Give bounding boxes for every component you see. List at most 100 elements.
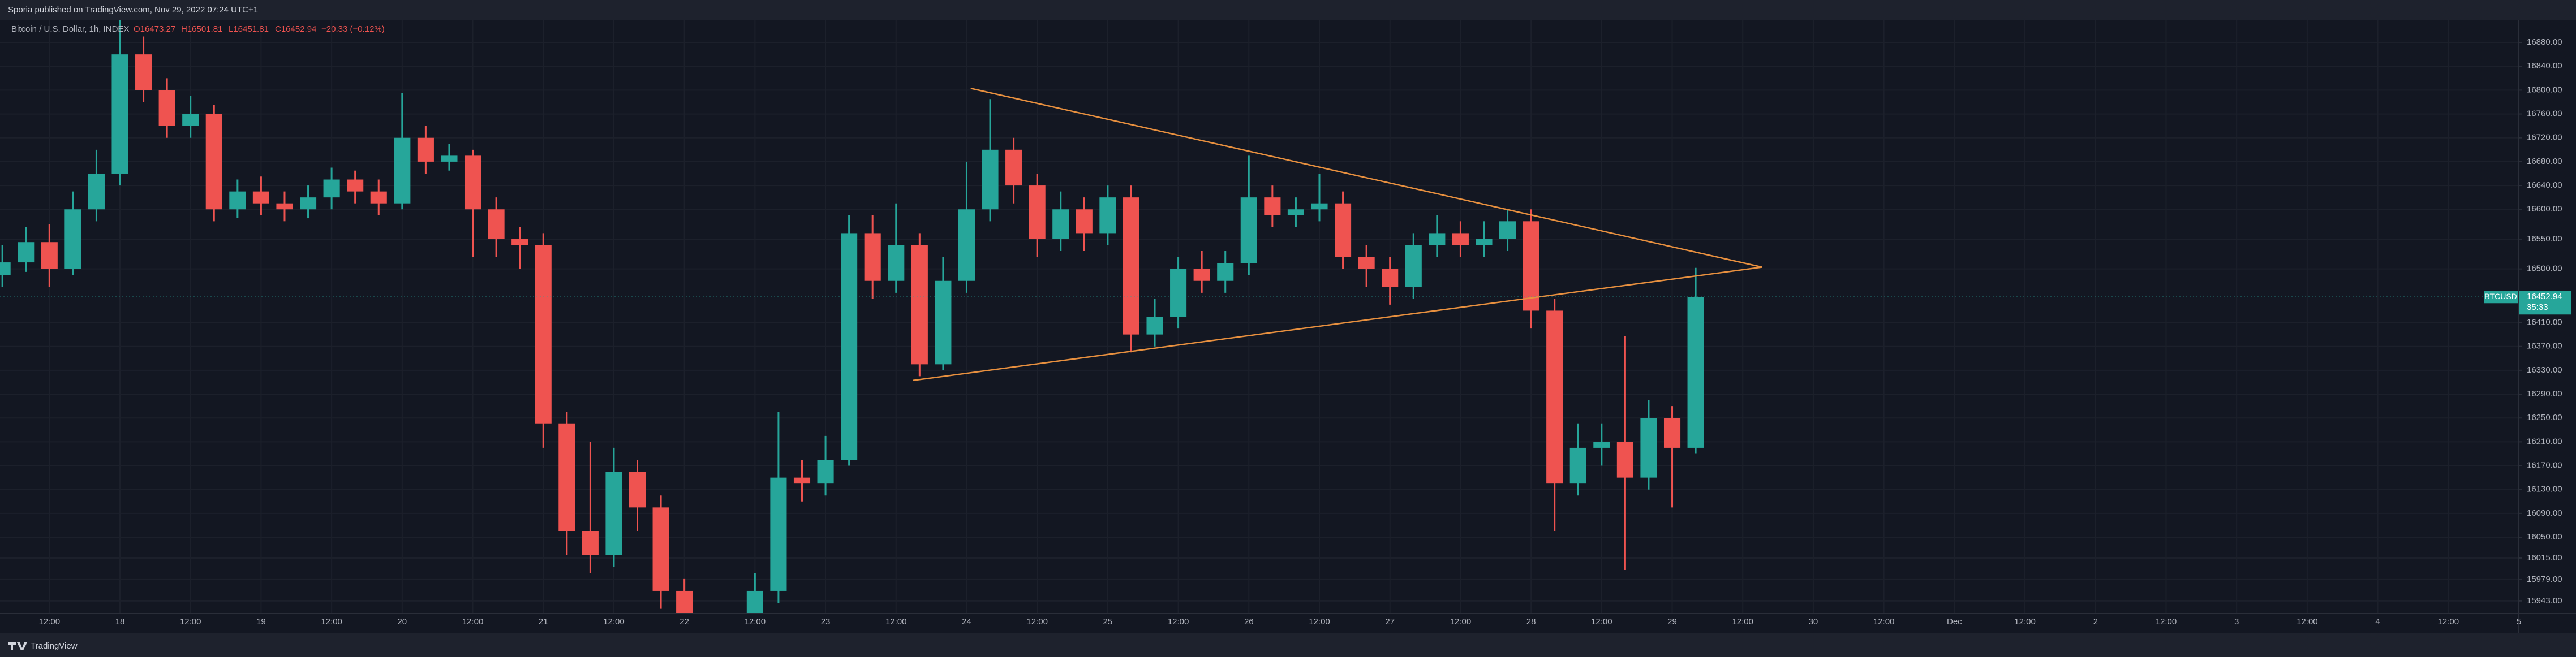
candle-body: [1029, 185, 1046, 239]
y-tick-label: 16550.00: [2527, 234, 2562, 244]
trendline: [970, 88, 1762, 268]
candle-body: [676, 590, 693, 613]
legend-high: H16501.81: [181, 24, 222, 34]
x-tick-label: 12:00: [603, 617, 625, 626]
candle-body: [347, 179, 364, 192]
y-tick-label: 16015.00: [2527, 553, 2562, 563]
x-tick-label: 20: [397, 617, 407, 626]
candle-body: [1358, 257, 1375, 269]
x-tick-label: 12:00: [745, 617, 766, 626]
candle-body: [629, 472, 646, 508]
candle-body: [770, 477, 787, 591]
candle-body: [793, 477, 811, 484]
candle-body: [229, 191, 246, 210]
x-tick-label: 26: [1244, 617, 1254, 626]
legend-open: O16473.27: [134, 24, 175, 34]
y-tick-label: 16170.00: [2527, 461, 2562, 470]
candle-body: [323, 179, 340, 198]
x-tick-label: 12:00: [462, 617, 484, 626]
y-tick-label: 16840.00: [2527, 61, 2562, 71]
candle-body: [1499, 221, 1516, 239]
x-tick-label: 18: [115, 617, 125, 626]
x-tick-label: 4: [2375, 617, 2380, 626]
candle-body: [1311, 203, 1328, 210]
candle-body: [1170, 269, 1187, 317]
candle-body: [252, 191, 269, 204]
x-tick-label: 12:00: [1309, 617, 1330, 626]
candle-body: [464, 155, 481, 210]
y-tick-label: 16090.00: [2527, 508, 2562, 518]
candle-body: [1476, 239, 1493, 245]
y-tick-label: 16410.00: [2527, 318, 2562, 327]
candle-body: [41, 242, 58, 269]
y-tick-label: 16800.00: [2527, 85, 2562, 94]
y-tick-label: 16210.00: [2527, 436, 2562, 446]
candle-body: [111, 54, 128, 174]
legend-symbol: Bitcoin / U.S. Dollar, 1h, INDEX: [11, 24, 129, 34]
x-tick-label: 3: [2234, 617, 2239, 626]
x-tick-label: 19: [256, 617, 266, 626]
y-tick-label: 16760.00: [2527, 109, 2562, 119]
candle-body: [1429, 233, 1446, 245]
trendline: [913, 266, 1762, 382]
x-tick-label: 12:00: [1873, 617, 1895, 626]
x-tick-label: 28: [1526, 617, 1536, 626]
x-tick-label: 12:00: [2014, 617, 2036, 626]
candle-body: [88, 173, 105, 210]
candle-body: [300, 197, 317, 210]
x-tick-label: 12:00: [1168, 617, 1189, 626]
candle-body: [1382, 269, 1399, 287]
candle-body: [18, 242, 35, 263]
candle-body: [535, 245, 552, 424]
candle-body: [1076, 209, 1093, 234]
candle-body: [158, 90, 175, 126]
overlay: [0, 88, 2519, 382]
axes: 16880.00 16840.00 16800.00 16760.00 16720.00…: [39, 37, 2571, 626]
candle-body: [276, 203, 293, 210]
candle-body: [982, 149, 999, 210]
x-tick-label: 12:00: [180, 617, 201, 626]
candle-body: [1523, 221, 1539, 311]
candle-body: [582, 531, 599, 555]
candle-body: [1240, 197, 1257, 263]
x-tick-label: 12:00: [321, 617, 342, 626]
candle-body: [1593, 442, 1610, 448]
x-tick-label: Dec: [1947, 617, 1962, 626]
candle-body: [1217, 263, 1234, 281]
candle-body: [64, 209, 81, 269]
y-tick-label: 15979.00: [2527, 574, 2562, 584]
candle-body: [1569, 447, 1586, 484]
candle-body: [652, 507, 669, 591]
candle-body: [135, 54, 152, 90]
candle-body: [1146, 317, 1163, 335]
x-tick-label: 12:00: [2156, 617, 2177, 626]
y-tick-label: 16050.00: [2527, 532, 2562, 542]
x-tick-label: 12:00: [1732, 617, 1753, 626]
publisher: Sporia published on TradingView.com, Nov…: [8, 5, 258, 15]
legend: Bitcoin / U.S. Dollar, 1h, INDEX O16473.…: [11, 24, 385, 34]
x-tick-label: 25: [1103, 617, 1113, 626]
y-tick-label: 16250.00: [2527, 413, 2562, 422]
grid: [0, 20, 2519, 613]
candle-body: [1287, 209, 1304, 215]
symbol-tag-box: [2484, 291, 2518, 304]
footer-bar: [0, 633, 2576, 657]
candle-body: [394, 137, 411, 204]
x-tick-label: 12:00: [1450, 617, 1472, 626]
candle-body: [888, 245, 905, 281]
candle-body: [1193, 269, 1210, 281]
top-bar: [0, 0, 2576, 20]
candle-body: [1687, 297, 1704, 448]
candle-body: [1663, 418, 1681, 448]
y-tick-label: 16330.00: [2527, 365, 2562, 375]
candle-body: [1005, 149, 1022, 186]
y-tick-label: 16600.00: [2527, 204, 2562, 214]
x-tick-label: 21: [539, 617, 548, 626]
x-tick-label: 29: [1667, 617, 1677, 626]
candle-body: [817, 460, 834, 484]
y-tick-label: 16680.00: [2527, 157, 2562, 166]
x-tick-label: 12:00: [2438, 617, 2459, 626]
